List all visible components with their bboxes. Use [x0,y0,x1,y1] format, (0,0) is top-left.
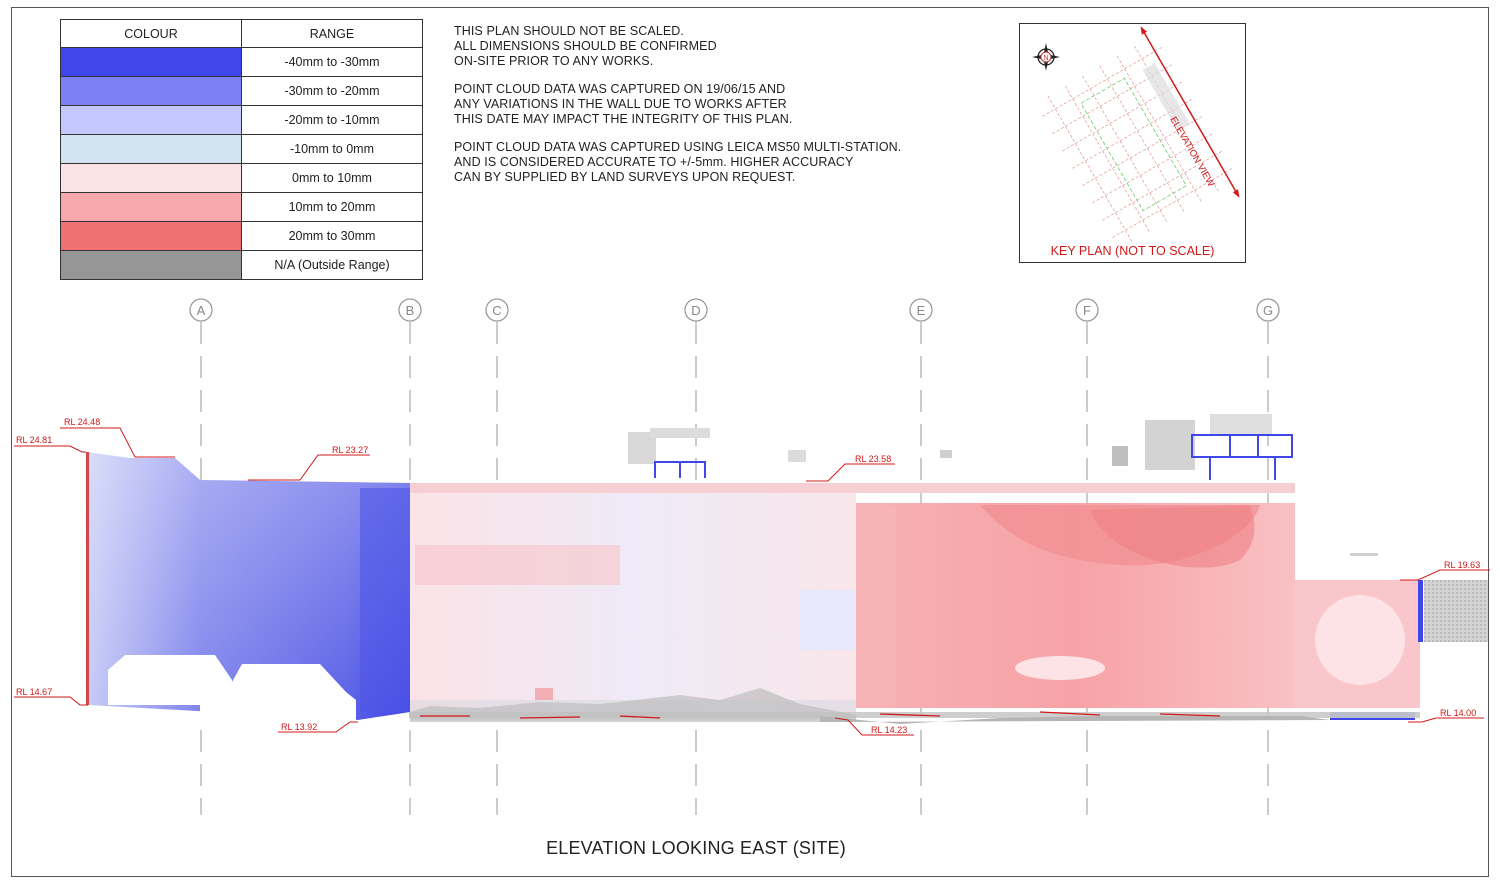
grid-label: F [1083,303,1091,318]
level-leader-line [1408,717,1484,723]
legend-swatch [60,250,242,280]
grid-bubble [909,298,933,322]
ground-scatter [420,711,1221,719]
key-plan-drawing: N ELEVATION VIEW [1032,26,1240,244]
colour-legend-table: COLOUR RANGE -40mm to -30mm -30mm to -20… [60,19,423,280]
level-label: RL 14.00 [1440,708,1476,718]
north-arrow-icon: N [1032,43,1060,71]
outside-range-points [410,414,1488,724]
legend-swatch [60,163,242,193]
blue-wall-section [86,452,410,720]
level-label: RL 23.58 [855,454,891,464]
key-plan: N ELEVATION VIEW KEY PLAN (NOT TO SCALE) [1019,23,1246,263]
drawing-border [11,7,1489,877]
note-scaling: THIS PLAN SHOULD NOT BE SCALED. ALL DIME… [454,24,717,68]
legend-range-label: -10mm to 0mm [241,134,423,164]
level-leader-line [834,717,914,736]
note-accuracy: POINT CLOUD DATA WAS CAPTURED USING LEIC… [454,140,902,184]
level-leader-line [14,445,86,453]
legend-header-range: RANGE [241,19,423,48]
pink-wall-section [856,503,1423,720]
grid-bubble [189,298,213,322]
level-leader-line [60,427,175,458]
level-leader-line [14,696,88,706]
level-annotations: RL 24.48 RL 24.81 RL 23.27 RL 23.58 RL 19.63… [14,417,1490,736]
level-leader-line [278,721,358,733]
grid-label: A [197,303,206,318]
grid-label: E [917,303,926,318]
level-label: RL 23.27 [332,445,368,455]
level-label: RL 14.67 [16,687,52,697]
legend-swatch [60,105,242,135]
legend-range-label: N/A (Outside Range) [241,250,423,280]
grid-bubble [485,298,509,322]
grid-bubble [1075,298,1099,322]
drawing-notes: THIS PLAN SHOULD NOT BE SCALED. ALL DIME… [454,24,901,198]
legend-swatch [60,134,242,164]
roof-railings [654,434,1293,480]
grid-bubble [398,298,422,322]
parked-cars [108,655,356,722]
legend-range-label: 20mm to 30mm [241,221,423,251]
legend-range-label: 0mm to 10mm [241,163,423,193]
level-leader-line [806,463,895,482]
level-label: RL 24.81 [16,435,52,445]
level-label: RL 14.23 [871,725,907,735]
grid-label: G [1263,303,1273,318]
level-leader-line [1400,569,1490,581]
drawing-title: ELEVATION LOOKING EAST (SITE) [546,838,846,858]
grid-label: B [406,303,415,318]
level-leader-line [248,454,370,481]
note-capture-date: POINT CLOUD DATA WAS CAPTURED ON 19/06/1… [454,82,793,126]
grid-bubbles: A B C D E F G [189,298,1280,322]
north-label: N [1043,55,1048,62]
legend-swatch [60,221,242,251]
grid-bubble [684,298,708,322]
level-label: RL 13.92 [281,722,317,732]
grid-label: D [691,303,700,318]
key-plan-label: KEY PLAN (NOT TO SCALE) [1050,244,1215,258]
level-label: RL 19.63 [1444,560,1480,570]
grid-label: C [492,303,501,318]
level-label: RL 24.48 [64,417,100,427]
legend-swatch [60,47,242,77]
legend-range-label: -30mm to -20mm [241,76,423,106]
key-plan-grid [1042,26,1240,244]
grid-bubble [1256,298,1280,322]
